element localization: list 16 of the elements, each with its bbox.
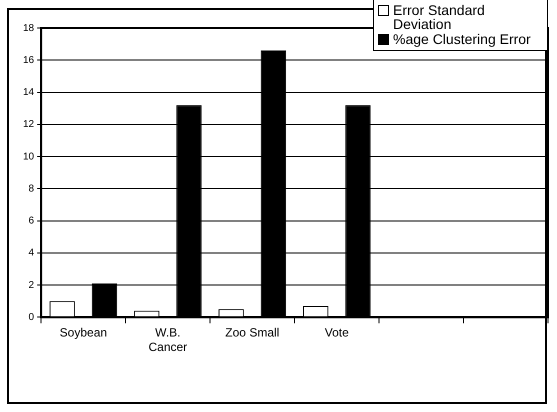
legend-label: %age Clustering Error — [393, 31, 531, 47]
x-tick-label: W.B. Cancer — [148, 326, 188, 354]
y-tick-label: 12 — [23, 119, 35, 130]
y-tick-label: 14 — [23, 87, 35, 98]
y-tick-label: 6 — [28, 216, 35, 227]
x-tick-label: Zoo Small — [225, 326, 280, 340]
y-tick-label: 2 — [28, 280, 35, 291]
y-tick-label: 10 — [23, 151, 35, 162]
x-tick-label: Soybean — [60, 326, 108, 340]
legend-label: Error Standard Deviation — [393, 2, 486, 32]
y-tick-label: 16 — [23, 54, 35, 66]
y-tick-label: 18 — [23, 22, 35, 34]
x-tick-label: Vote — [324, 326, 350, 340]
y-tick-label: 8 — [28, 183, 35, 194]
y-tick-label: 4 — [28, 248, 35, 259]
y-tick-label: 0 — [28, 312, 35, 323]
